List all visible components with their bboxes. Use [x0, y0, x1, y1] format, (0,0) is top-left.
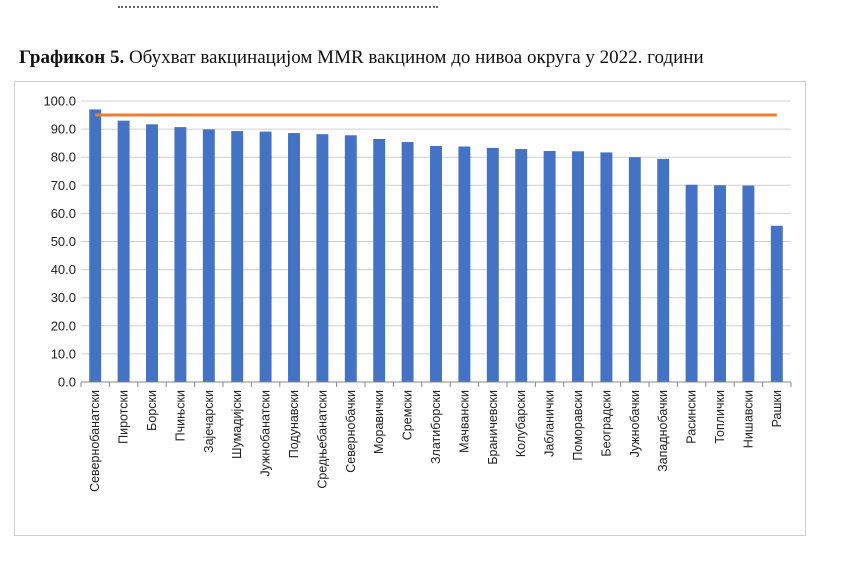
- bar: [543, 151, 556, 382]
- category-label: Браничевски: [486, 390, 500, 465]
- bars: [89, 109, 783, 383]
- category-label: Јужнобачки: [628, 390, 642, 457]
- y-tick-label: 80.0: [51, 150, 76, 165]
- chart-area: 0.0 10.0 20.0 30.0 40.0 50.0 60.0 70.0 80.0 90.0 1…: [14, 81, 806, 536]
- category-label: Пиротски: [117, 390, 131, 444]
- category-labels: Севернобанатски Пиротски Борски Пчињски Заје…: [88, 390, 784, 492]
- y-tick-label: 60.0: [51, 206, 76, 221]
- category-label: Златиборски: [429, 390, 443, 464]
- bar: [401, 142, 414, 382]
- category-label: Расински: [685, 390, 699, 444]
- bar: [770, 225, 783, 382]
- bar: [202, 129, 215, 382]
- bar: [572, 151, 584, 382]
- bar: [373, 138, 386, 382]
- y-tick-label: 70.0: [51, 178, 76, 193]
- category-label: Топлички: [713, 390, 727, 444]
- bar: [628, 157, 641, 382]
- category-label: Моравички: [372, 390, 386, 454]
- category-label: Мачвански: [457, 390, 471, 453]
- cropped-text-line: [118, 0, 438, 8]
- bar-chart: 0.0 10.0 20.0 30.0 40.0 50.0 60.0 70.0 80.0 90.0 1…: [43, 94, 792, 492]
- bar: [259, 131, 272, 382]
- bar: [486, 147, 499, 382]
- bar: [288, 133, 300, 382]
- y-tick-label: 30.0: [51, 290, 76, 305]
- category-label: Севернобанатски: [88, 390, 102, 492]
- x-axis: [80, 381, 792, 387]
- category-label: Севернобачки: [344, 390, 358, 473]
- bar: [458, 146, 471, 382]
- y-tick-label: 50.0: [51, 234, 76, 249]
- bar: [344, 135, 357, 382]
- category-label: Поморавски: [571, 390, 585, 461]
- bar: [515, 149, 528, 382]
- y-tick-label: 40.0: [51, 262, 76, 277]
- y-tick-label: 100.0: [43, 94, 76, 109]
- category-label: Београдски: [599, 390, 613, 457]
- bar: [714, 185, 726, 382]
- bar: [600, 152, 613, 382]
- category-label: Јабланички: [543, 390, 557, 457]
- category-label: Сремски: [401, 390, 415, 440]
- bar: [174, 127, 187, 382]
- bar: [89, 109, 102, 383]
- category-label: Зајечарски: [202, 390, 216, 453]
- category-label: Подунавски: [287, 390, 301, 458]
- category-label: Средњебанатски: [315, 390, 329, 489]
- category-label: Колубарски: [514, 390, 528, 457]
- bar: [117, 120, 130, 383]
- y-tick-label: 10.0: [51, 346, 76, 361]
- chart-title: Графикон 5. Обухват вакцинацијом MMR вак…: [19, 47, 704, 69]
- category-label: Шумадијски: [230, 390, 244, 459]
- bar: [685, 184, 698, 382]
- category-label: Борски: [145, 390, 159, 431]
- category-label: Рашки: [770, 390, 784, 427]
- y-tick-label: 0.0: [58, 375, 76, 390]
- y-tick-label: 20.0: [51, 318, 76, 333]
- bar: [146, 124, 158, 382]
- category-label: Пчињски: [173, 390, 187, 441]
- category-label: Јужнобанатски: [259, 390, 273, 477]
- category-label: Западнобачки: [656, 390, 670, 472]
- category-label: Нишавски: [741, 390, 755, 448]
- bar: [657, 158, 670, 382]
- chart-title-text: Обухват вакцинацијом MMR вакцином до нив…: [128, 47, 704, 68]
- bar: [316, 134, 329, 382]
- bar: [742, 185, 755, 382]
- y-axis-ticks: 0.0 10.0 20.0 30.0 40.0 50.0 60.0 70.0 80.0 90.0 1…: [43, 94, 76, 390]
- bar: [231, 131, 244, 382]
- chart-title-prefix: Графикон 5.: [19, 47, 125, 68]
- y-tick-label: 90.0: [51, 122, 76, 137]
- bar: [430, 145, 442, 382]
